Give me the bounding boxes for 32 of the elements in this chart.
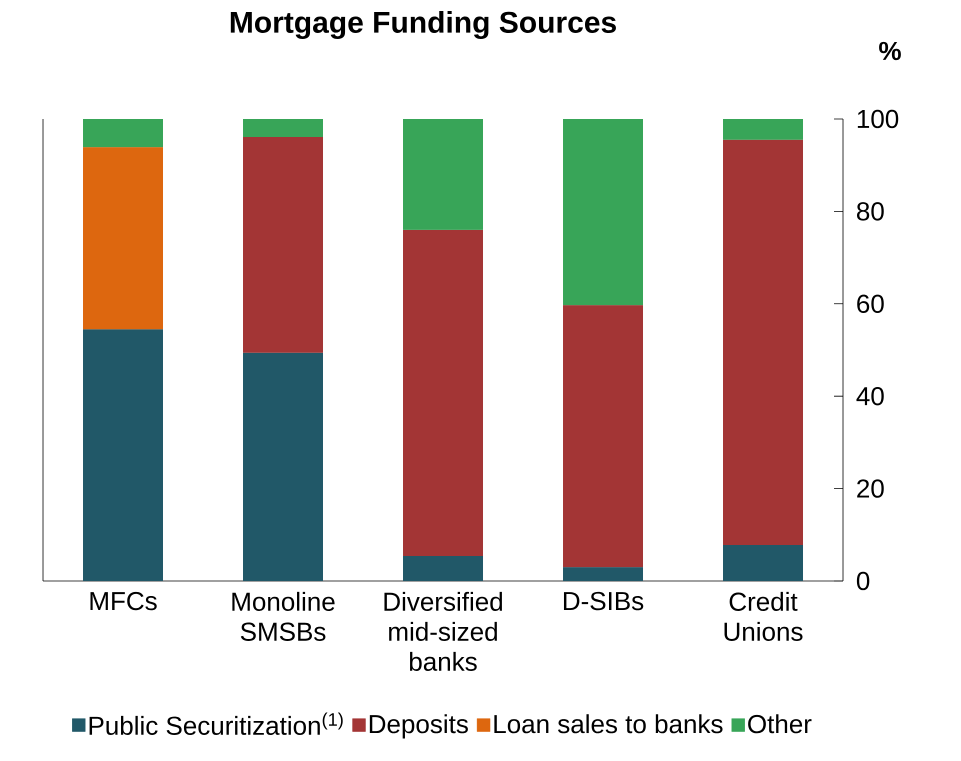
x-tick-label: Diversified mid-sized banks [384,592,502,671]
bar [403,118,484,230]
x-tick-label: MFCs [90,592,157,610]
bar [563,305,644,568]
x-tick-label: Credit Unions [724,592,803,641]
y-tick-label: 40 [856,386,884,406]
bar [243,118,324,138]
legend-label: Public Securitization$^{(1)}$ [90,712,343,735]
bar [723,544,804,581]
bar [723,140,804,545]
bar [243,137,324,353]
bar [723,118,804,140]
bar [403,230,484,556]
x-tick-label: Monoline SMSBs [232,592,335,641]
chart-title: Mortgage Funding Sources [230,10,616,40]
bar [83,147,164,330]
x-tick-label: D-SIBs [564,592,644,610]
bar [83,118,164,148]
bar [83,329,164,581]
legend-label: Deposits [370,714,468,738]
y-tick-label: 60 [857,294,884,313]
legend-label: Other [748,714,812,734]
y-tick-label: 100 [858,110,898,128]
bar [403,556,484,581]
legend-label: Loan sales to banks [494,714,723,734]
y-tick-label: 80 [856,202,884,221]
y-tick-label: 0 [856,572,870,590]
bar [243,352,324,581]
y-tick-label: 20 [857,479,884,498]
y-axis-title: % [879,42,901,60]
bar [563,567,644,581]
bar [563,118,644,306]
